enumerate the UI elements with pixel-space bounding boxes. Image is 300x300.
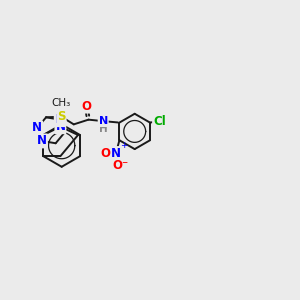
Text: N: N [37,134,47,147]
Text: H: H [99,124,108,134]
Text: +: + [120,141,127,150]
Text: O: O [81,100,91,112]
Text: O⁻: O⁻ [112,159,128,172]
Text: N: N [55,113,65,126]
Text: N: N [32,122,42,134]
Text: O: O [100,147,110,160]
Text: N: N [56,120,65,133]
Text: Cl: Cl [153,115,166,128]
Text: N: N [99,116,108,126]
Text: N: N [111,147,121,160]
Text: S: S [57,110,66,123]
Text: CH₃: CH₃ [51,98,70,108]
